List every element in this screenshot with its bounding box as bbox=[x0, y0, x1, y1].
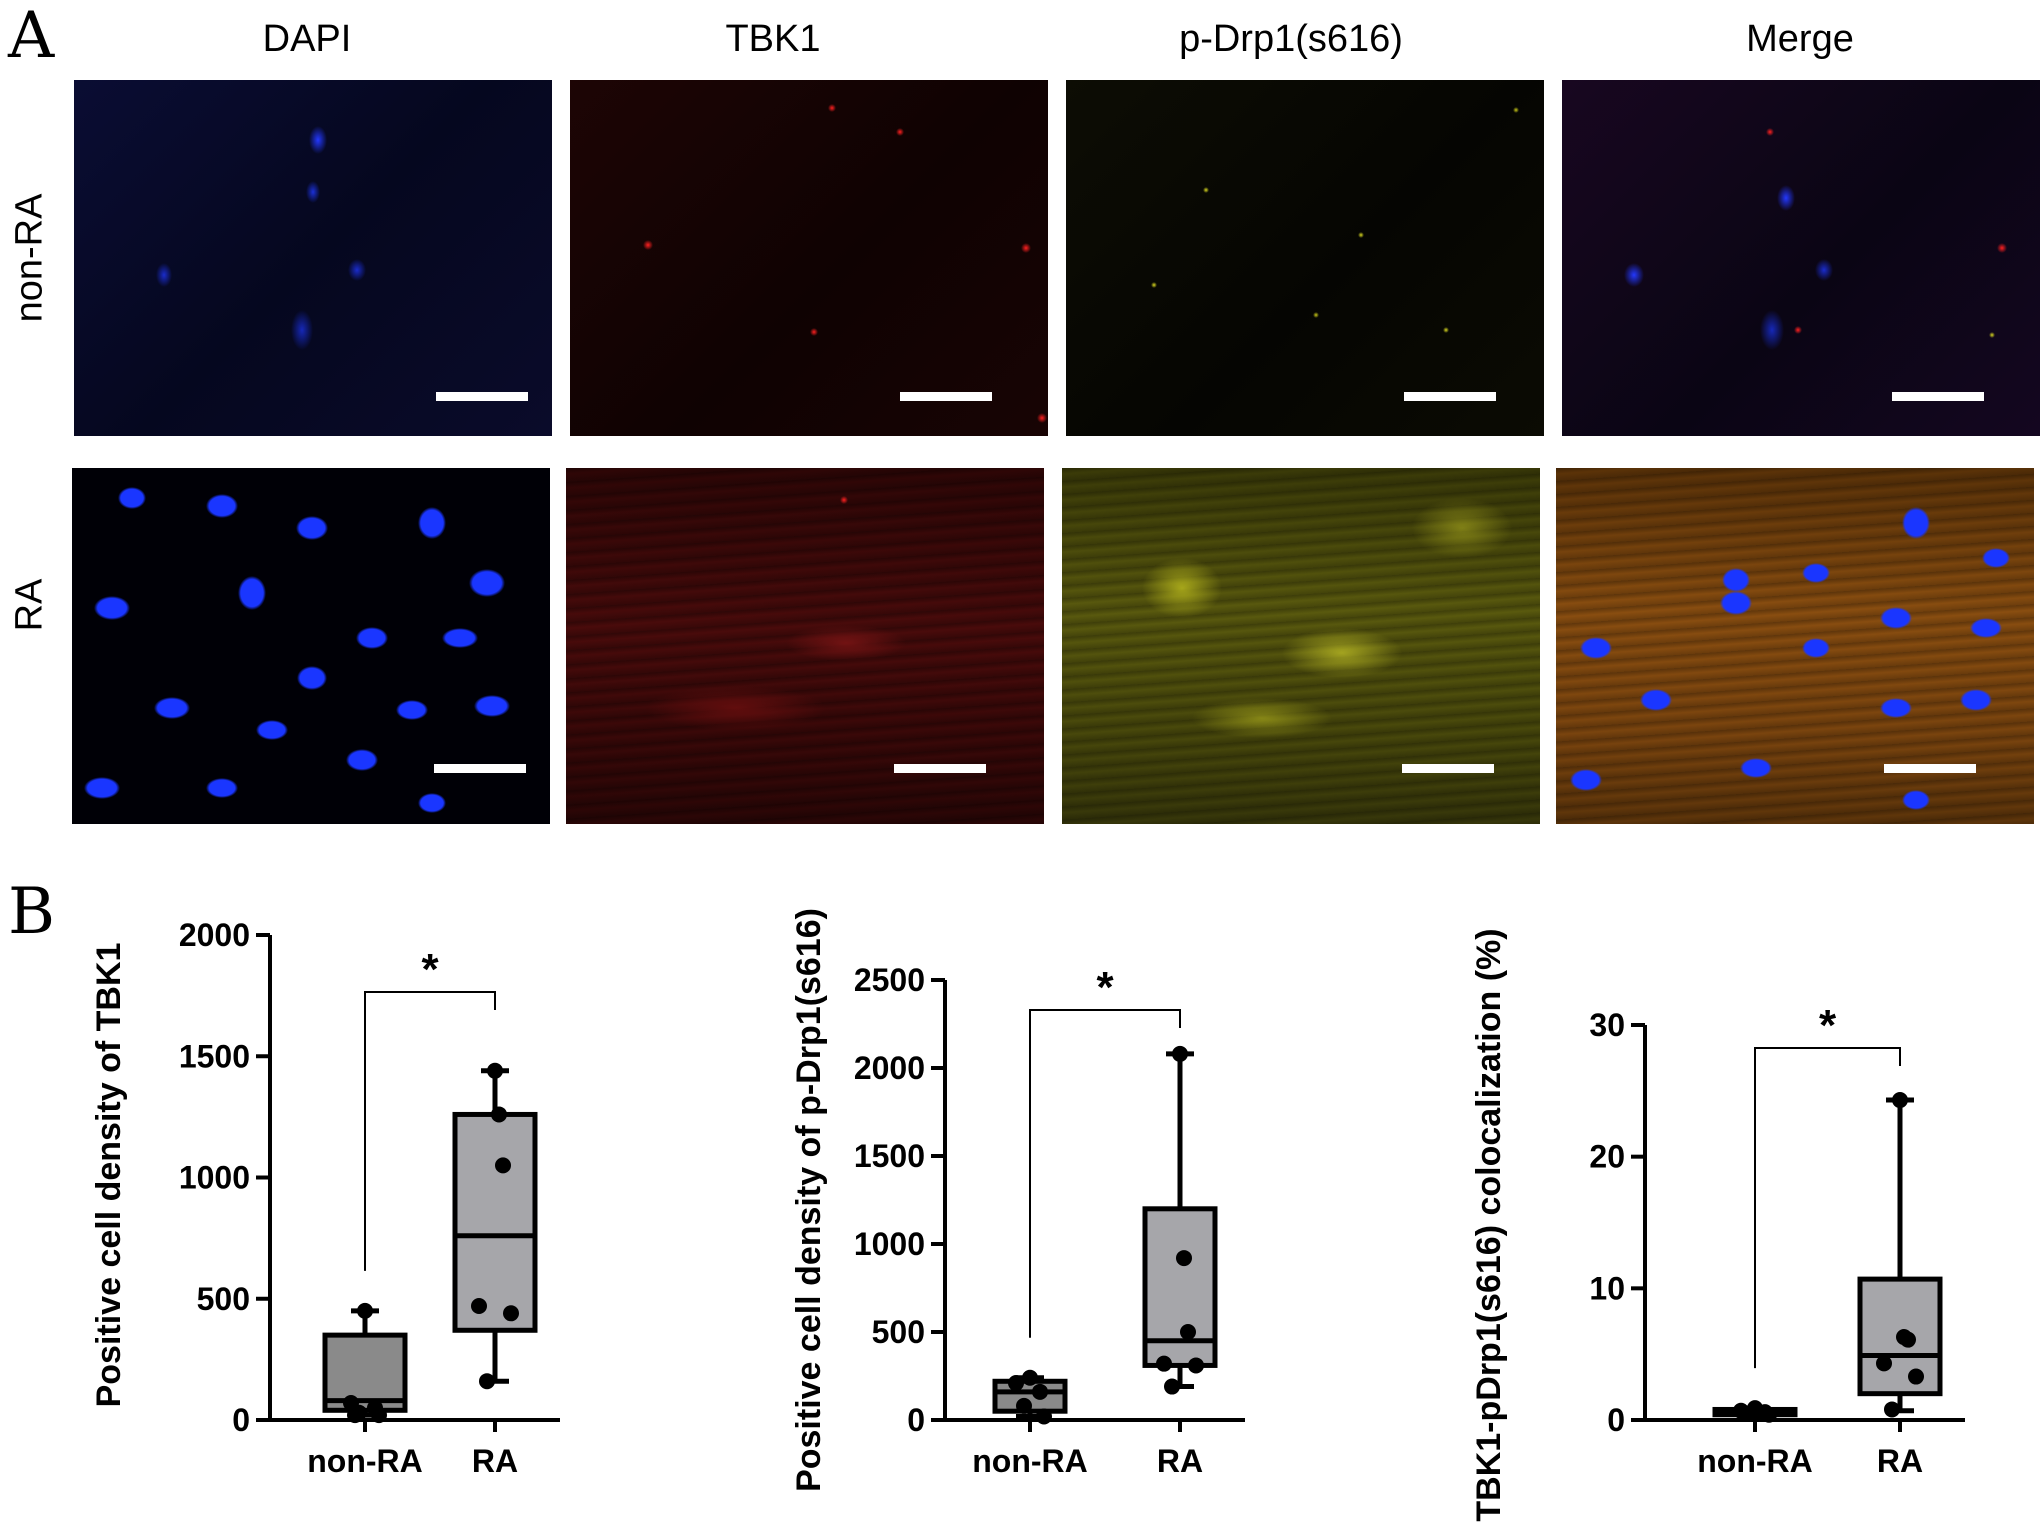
y-axis-title: Positive cell density of p-Drp1(s616) bbox=[790, 908, 828, 1492]
data-point bbox=[1892, 1092, 1908, 1109]
data-point bbox=[1876, 1355, 1892, 1372]
row-label-ra: RA bbox=[8, 578, 51, 632]
y-axis-title: TBK1-pDrp1(s616) colocalization (%) bbox=[1470, 928, 1508, 1521]
data-point bbox=[357, 1302, 373, 1319]
box-plot-colocalization: 0 10 20 30 non-RA RA TBK1-pDrp1(s616) colocali… bbox=[1470, 928, 1965, 1522]
significance-marker: * bbox=[1096, 963, 1114, 1012]
column-header-dapi: DAPI bbox=[262, 18, 352, 60]
y-tick-label: 1500 bbox=[854, 1138, 925, 1174]
y-tick-label: 1000 bbox=[854, 1226, 925, 1262]
micrograph-ra-tbk1 bbox=[566, 468, 1044, 824]
y-tick-label: 500 bbox=[872, 1314, 925, 1350]
scale-bar bbox=[1402, 764, 1494, 773]
micrograph-ra-merge bbox=[1556, 468, 2034, 824]
x-tick-label: non-RA bbox=[972, 1443, 1088, 1479]
scale-bar bbox=[1404, 392, 1496, 401]
scale-bar bbox=[900, 392, 992, 401]
y-tick-label: 0 bbox=[907, 1402, 925, 1438]
y-tick-label: 500 bbox=[197, 1281, 250, 1317]
significance-marker: * bbox=[421, 945, 439, 994]
scale-bar bbox=[434, 764, 526, 773]
data-point bbox=[1180, 1324, 1196, 1340]
data-point bbox=[1900, 1331, 1916, 1348]
data-point bbox=[371, 1407, 387, 1424]
data-point bbox=[1036, 1408, 1052, 1425]
micrograph-non-ra-dapi bbox=[74, 80, 552, 436]
box-plot-pdrp1-density: 0 500 1000 1500 2000 2500 non-RA RA Positive cel… bbox=[790, 908, 1245, 1492]
significance-bracket bbox=[1754, 1047, 1901, 1369]
x-tick-label: RA bbox=[1877, 1443, 1923, 1479]
data-point bbox=[491, 1106, 507, 1123]
scale-bar bbox=[894, 764, 986, 773]
micrograph-non-ra-tbk1 bbox=[570, 80, 1048, 436]
micrograph-ra-dapi bbox=[72, 468, 550, 824]
data-point bbox=[1761, 1406, 1777, 1423]
y-tick-label: 1500 bbox=[179, 1038, 250, 1074]
column-header-tbk1: TBK1 bbox=[725, 18, 821, 60]
data-point bbox=[1164, 1378, 1180, 1395]
box-ra bbox=[452, 1111, 538, 1333]
micrograph-non-ra-pdrp1 bbox=[1066, 80, 1544, 436]
y-tick-label: 1000 bbox=[179, 1160, 250, 1196]
data-point bbox=[1884, 1401, 1900, 1418]
column-header-pdrp1: p-Drp1(s616) bbox=[1179, 18, 1403, 60]
data-point bbox=[1008, 1375, 1024, 1392]
panel-a-letter: A bbox=[8, 0, 55, 73]
x-tick-label: non-RA bbox=[307, 1443, 423, 1479]
data-point bbox=[479, 1373, 495, 1390]
scale-bar bbox=[1884, 764, 1976, 773]
x-tick-label: non-RA bbox=[1697, 1443, 1813, 1479]
x-tick-label: RA bbox=[472, 1443, 518, 1479]
data-point bbox=[1908, 1368, 1924, 1385]
significance-marker: * bbox=[1819, 1001, 1837, 1050]
row-label-non-ra: non-RA bbox=[8, 193, 51, 323]
scale-bar bbox=[1892, 392, 1984, 401]
y-tick-label: 2500 bbox=[854, 962, 925, 998]
scale-bar bbox=[436, 392, 528, 401]
data-point bbox=[487, 1062, 503, 1079]
data-point bbox=[1172, 1045, 1188, 1062]
data-point bbox=[1176, 1250, 1192, 1267]
column-header-merge: Merge bbox=[1746, 18, 1854, 60]
significance-bracket bbox=[1029, 1009, 1181, 1338]
data-point bbox=[1156, 1355, 1172, 1372]
y-tick-label: 20 bbox=[1589, 1139, 1625, 1175]
data-point bbox=[1188, 1357, 1204, 1374]
box-non-ra bbox=[322, 1332, 408, 1413]
box-plot-tbk1-density: 0 500 1000 1500 2000 non-RA RA Positive cell de… bbox=[90, 917, 560, 1479]
y-tick-label: 10 bbox=[1589, 1270, 1625, 1306]
data-point bbox=[1741, 1405, 1757, 1422]
y-tick-label: 30 bbox=[1589, 1007, 1625, 1043]
data-point bbox=[1032, 1383, 1048, 1400]
data-point bbox=[495, 1157, 511, 1174]
micrograph-non-ra-merge bbox=[1562, 80, 2040, 436]
data-point bbox=[1022, 1369, 1038, 1386]
data-point bbox=[347, 1407, 363, 1424]
y-tick-label: 2000 bbox=[854, 1050, 925, 1086]
y-tick-label: 0 bbox=[232, 1402, 250, 1438]
significance-bracket bbox=[364, 991, 496, 1271]
panel-b-letter: B bbox=[8, 875, 56, 949]
data-point bbox=[471, 1298, 487, 1315]
y-tick-label: 2000 bbox=[179, 917, 250, 953]
data-point bbox=[1016, 1397, 1032, 1414]
data-point bbox=[503, 1305, 519, 1322]
micrograph-ra-pdrp1 bbox=[1062, 468, 1540, 824]
y-axis-title: Positive cell density of TBK1 bbox=[90, 943, 128, 1408]
y-tick-label: 0 bbox=[1607, 1402, 1625, 1438]
x-tick-label: RA bbox=[1157, 1443, 1203, 1479]
